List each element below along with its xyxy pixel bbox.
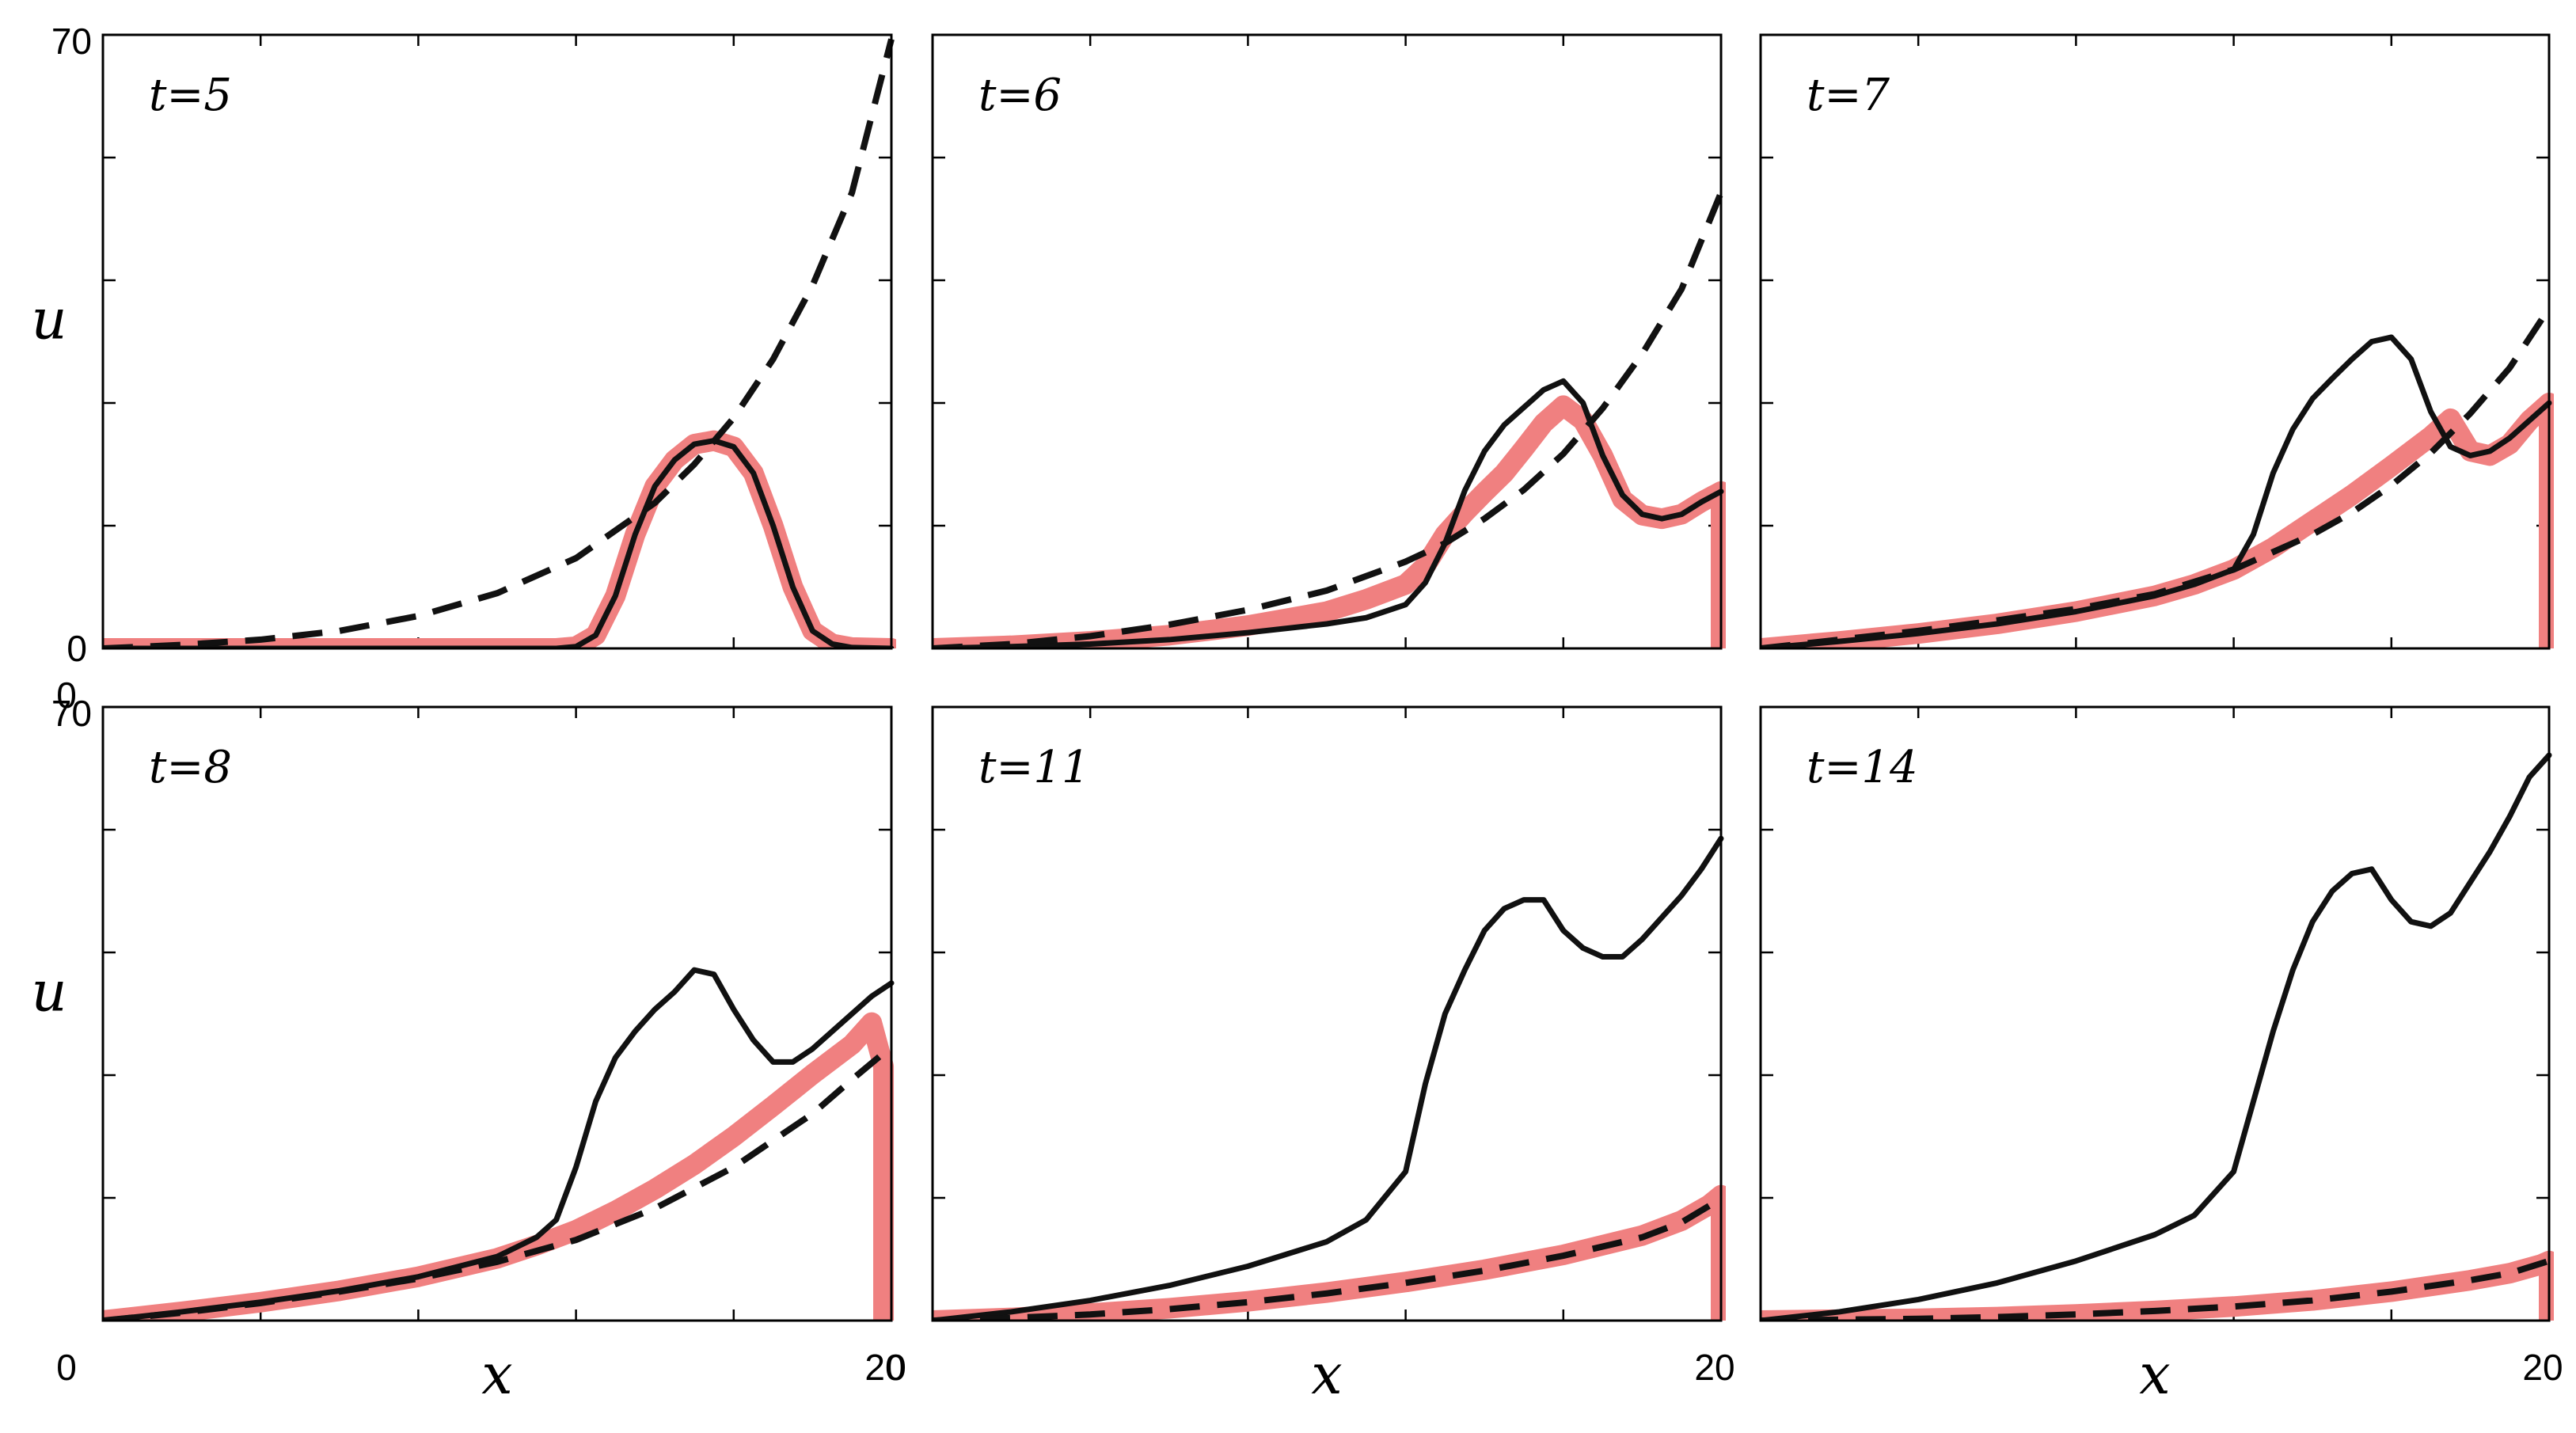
series-red-thick (933, 1184, 1726, 1321)
plot-frame (1759, 33, 2551, 650)
y-tick-label: 70 (51, 21, 92, 62)
series-black-solid (933, 378, 1724, 648)
panel-t-14: t=14 20 x (1759, 705, 2563, 1407)
series-black-solid (103, 438, 895, 648)
panel-label: t=11 (978, 742, 1090, 793)
plot-frame (101, 705, 893, 1322)
series-red-thick (933, 395, 1726, 648)
panel-label: t=6 (978, 70, 1062, 121)
y-axis-label: u (31, 960, 66, 1024)
series-red-thick (103, 1012, 895, 1321)
plot-frame (931, 33, 1723, 650)
x-axis-label: x (1311, 1342, 1342, 1407)
x-tick-label: 0 (56, 675, 77, 716)
panel-label: t=8 (149, 742, 232, 793)
series-black-dashed (103, 1051, 886, 1321)
panel-label: t=7 (1807, 70, 1890, 121)
series-black-solid (103, 967, 895, 1321)
panel-t-7: t=7 (1759, 33, 2554, 650)
series-black-solid (1761, 752, 2552, 1321)
series-black-solid (933, 835, 1724, 1321)
y-axis-label: u (31, 287, 66, 352)
plot-frame (101, 33, 893, 650)
x-tick-label: 20 (1694, 1347, 1734, 1388)
series-black-dashed (933, 191, 1724, 648)
x-tick-label: 0 (886, 1347, 906, 1388)
y-tick-label: 70 (51, 693, 92, 734)
series-black-dashed (1761, 306, 2552, 648)
panel-t-5: t=5 0 70 0 u (31, 21, 896, 716)
plot-frame (1759, 705, 2551, 1322)
x-tick-label: 20 (2522, 1347, 2563, 1388)
panel-label: t=14 (1807, 742, 1918, 793)
series-black-dashed (1761, 1257, 2551, 1321)
panel-label: t=5 (149, 70, 232, 121)
x-axis-label: x (481, 1342, 512, 1407)
series-red-thick (1761, 393, 2554, 648)
panel-t-11: t=11 0 20 x (886, 705, 1735, 1407)
x-tick-label: 0 (56, 1347, 77, 1388)
x-tick-label: 20 (864, 1347, 905, 1388)
y-tick-label: 0 (66, 628, 87, 669)
series-black-dashed (933, 1195, 1723, 1321)
plot-frame (931, 705, 1723, 1322)
series-black-dashed (103, 38, 895, 648)
panel-t-6: t=6 (931, 33, 1726, 650)
x-axis-label: x (2139, 1342, 2170, 1407)
series-red-thick (103, 430, 896, 648)
